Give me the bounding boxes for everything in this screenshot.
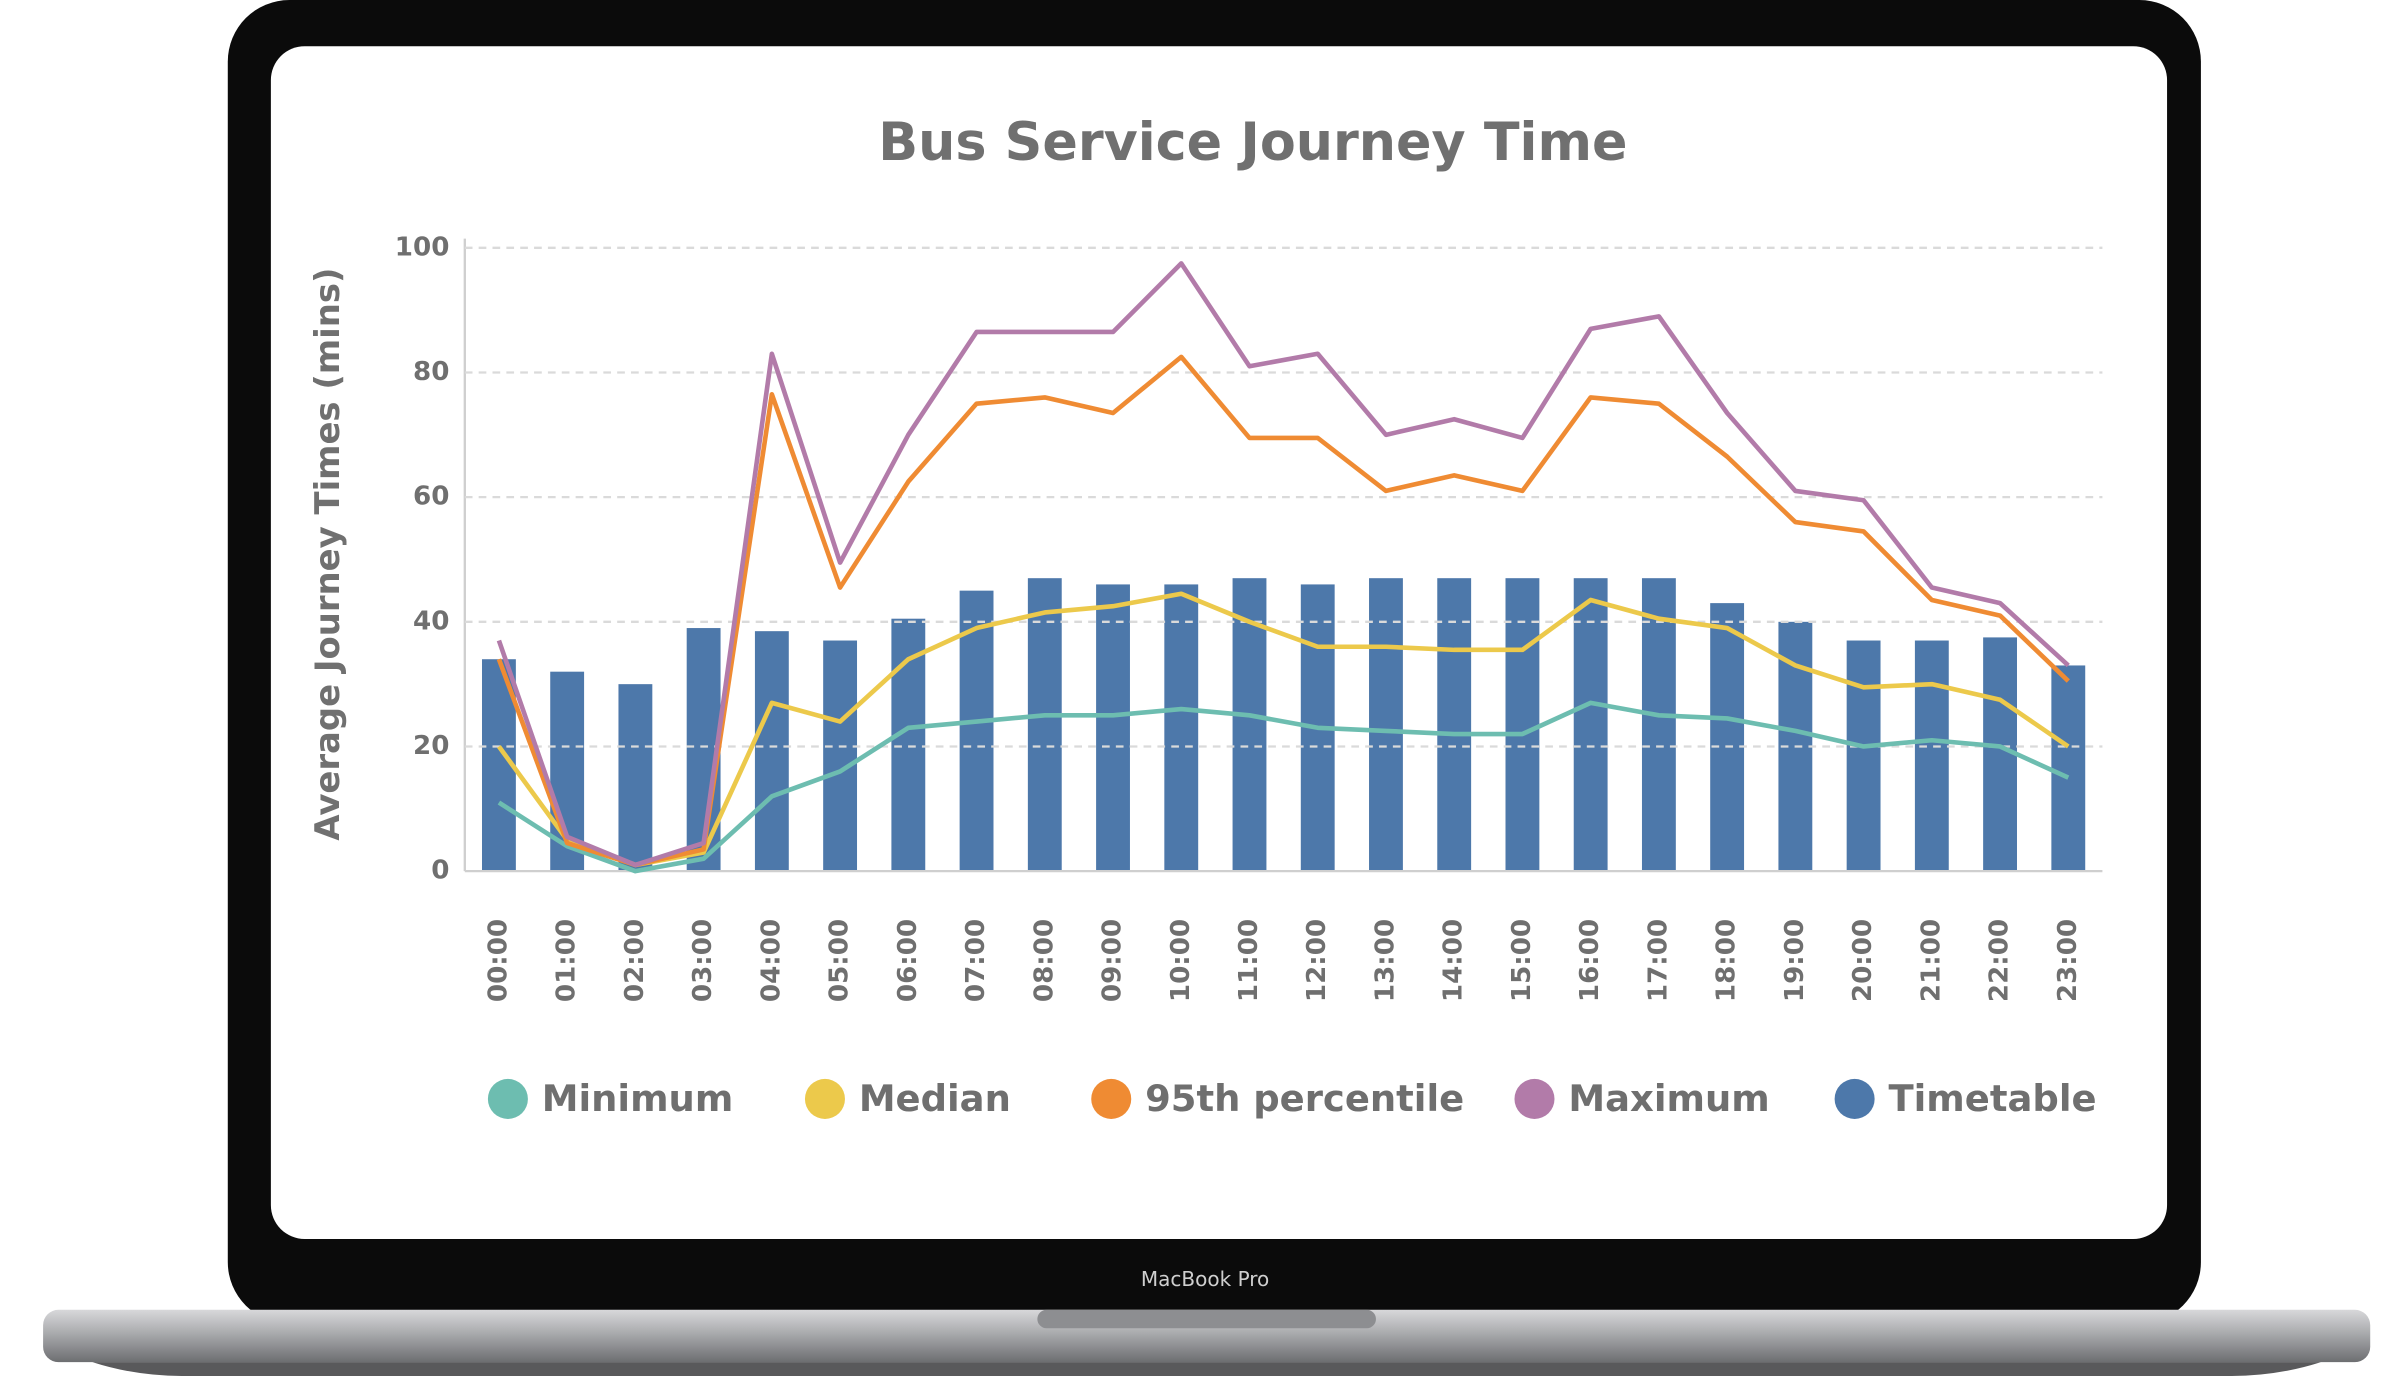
line-series	[496, 354, 2070, 868]
x-tick-label: 13:00	[1370, 919, 1400, 1002]
x-tick-label: 02:00	[620, 919, 650, 1002]
laptop-base	[43, 1309, 2371, 1363]
x-tick-label: 11:00	[1234, 919, 1264, 1002]
line-series	[497, 591, 2070, 868]
bar	[959, 590, 994, 872]
legend-swatch	[1091, 1078, 1132, 1119]
x-tick-label: 12:00	[1302, 919, 1332, 1002]
x-tick-label: 23:00	[2053, 919, 2083, 1002]
x-tick-label: 15:00	[1507, 919, 1537, 1002]
x-tick-label: 01:00	[552, 919, 582, 1002]
x-tick-label: 16:00	[1575, 919, 1605, 1002]
x-tick-label: 19:00	[1780, 919, 1810, 1002]
bar	[1710, 603, 1745, 872]
y-axis-label: Average Journey Times (mins)	[308, 268, 347, 841]
legend-label: Timetable	[1888, 1077, 2096, 1120]
x-tick-label: 10:00	[1166, 919, 1196, 1002]
bar	[1027, 578, 1062, 872]
x-tick-label: 07:00	[961, 919, 991, 1002]
x-tick-label: 06:00	[893, 919, 923, 1002]
bar	[2051, 665, 2086, 872]
bar	[618, 684, 653, 872]
device-label: MacBook Pro	[1141, 1267, 1269, 1291]
bar	[754, 631, 789, 872]
legend-swatch	[804, 1078, 845, 1119]
x-tick-label: 09:00	[1098, 919, 1128, 1002]
laptop-base-shadow	[92, 1362, 2321, 1376]
legend-label: Minimum	[542, 1077, 734, 1120]
legend-label: 95th percentile	[1145, 1077, 1464, 1120]
laptop-notch	[1037, 1309, 1376, 1329]
line-series	[496, 261, 2070, 868]
x-tick-label: 17:00	[1643, 919, 1673, 1002]
legend-swatch	[1834, 1078, 1875, 1119]
legend-swatch	[487, 1078, 528, 1119]
x-tick-label: 14:00	[1439, 919, 1469, 1002]
x-tick-label: 04:00	[756, 919, 786, 1002]
bar	[1369, 578, 1403, 872]
bar	[891, 618, 926, 872]
x-tick-label: 22:00	[1985, 919, 2015, 1002]
y-tick-label: 20	[413, 731, 449, 761]
line-series	[497, 700, 2070, 874]
x-tick-label: 03:00	[688, 919, 718, 1002]
y-tick-label: 60	[413, 482, 449, 512]
y-tick-label: 40	[413, 606, 449, 636]
x-tick-label: 05:00	[825, 919, 855, 1002]
chart-title: Bus Service Journey Time	[878, 112, 1627, 173]
bar	[1096, 584, 1130, 872]
legend-swatch	[1514, 1078, 1555, 1119]
y-tick-label: 100	[395, 232, 450, 262]
bar	[1914, 640, 1949, 872]
x-tick-label: 08:00	[1029, 919, 1059, 1002]
legend-label: Maximum	[1568, 1077, 1769, 1120]
x-tick-label: 20:00	[1848, 919, 1878, 1002]
bar	[1505, 578, 1540, 872]
bar	[1573, 578, 1608, 872]
x-tick-label: 21:00	[1916, 919, 1946, 1002]
x-tick-label: 00:00	[483, 919, 513, 1002]
bar	[1437, 578, 1472, 872]
bar	[823, 640, 858, 872]
bar	[1983, 637, 2017, 872]
legend-label: Median	[859, 1077, 1011, 1120]
bar	[1641, 578, 1676, 872]
y-tick-label: 80	[413, 357, 449, 387]
bar	[1846, 640, 1881, 872]
y-tick-label: 0	[431, 856, 449, 886]
screen	[270, 46, 2168, 1239]
x-tick-label: 18:00	[1712, 919, 1742, 1002]
bar	[1164, 584, 1199, 872]
